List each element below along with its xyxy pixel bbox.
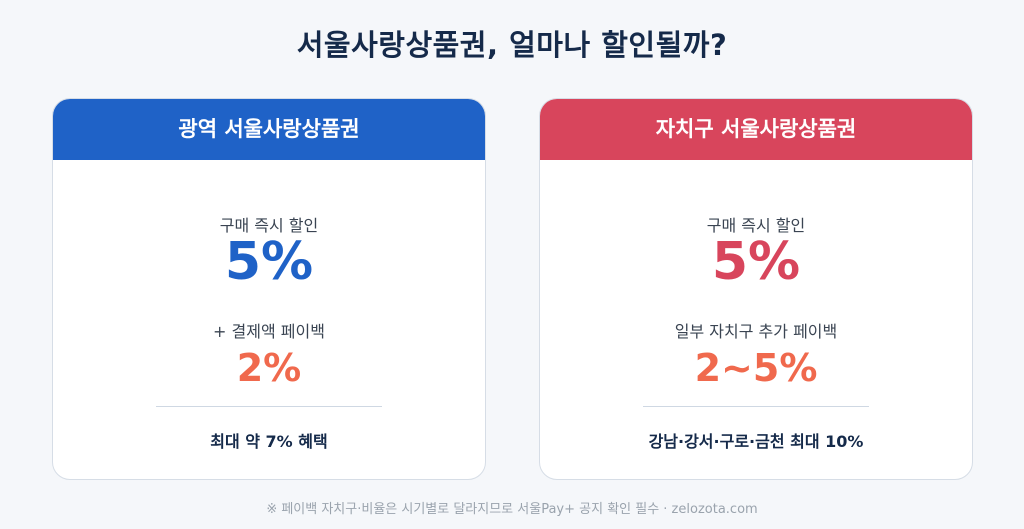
card-body: 구매 즉시 할인 5% + 결제액 페이백 2% 최대 약 7% 혜택: [53, 160, 485, 479]
card-metropolitan-voucher: 광역 서울사랑상품권 구매 즉시 할인 5% + 결제액 페이백 2% 최대 약…: [52, 98, 486, 480]
payback-label: + 결제액 페이백: [213, 322, 325, 341]
instant-discount-label: 구매 즉시 할인: [219, 216, 319, 235]
benefit-summary: 최대 약 7% 혜택: [210, 432, 328, 451]
divider: [643, 406, 869, 407]
instant-discount-value: 5%: [711, 232, 801, 292]
instant-discount-value: 5%: [224, 232, 314, 292]
payback-label: 일부 자치구 추가 페이백: [674, 322, 838, 341]
payback-value: 2%: [236, 346, 302, 390]
page-title: 서울사랑상품권, 얼마나 할인될까?: [296, 28, 728, 62]
instant-discount-label: 구매 즉시 할인: [706, 216, 806, 235]
card-header: 광역 서울사랑상품권: [53, 99, 485, 160]
card-header: 자치구 서울사랑상품권: [540, 99, 972, 160]
card-body: 구매 즉시 할인 5% 일부 자치구 추가 페이백 2~5% 강남·강서·구로·…: [540, 160, 972, 479]
card-district-voucher: 자치구 서울사랑상품권 구매 즉시 할인 5% 일부 자치구 추가 페이백 2~…: [539, 98, 973, 480]
divider: [156, 406, 382, 407]
footnote: ※ 페이백 자치구·비율은 시기별로 달라지므로 서울Pay+ 공지 확인 필수…: [266, 502, 758, 517]
benefit-summary: 강남·강서·구로·금천 최대 10%: [648, 432, 864, 451]
payback-value: 2~5%: [694, 346, 818, 390]
